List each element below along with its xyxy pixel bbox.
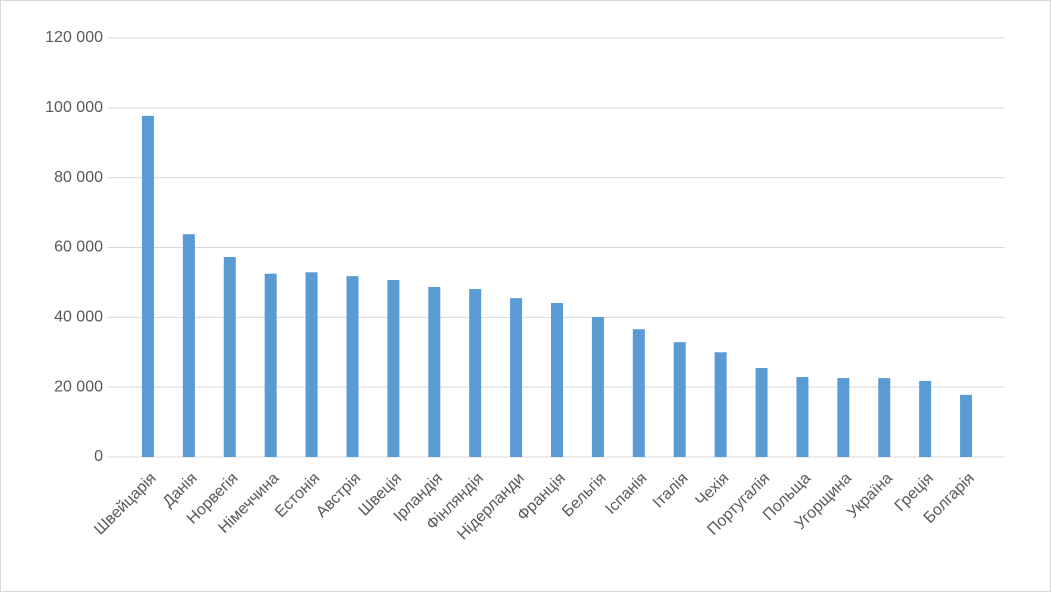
bar — [510, 298, 522, 457]
bar — [224, 257, 236, 457]
bar — [346, 276, 358, 457]
bar — [387, 280, 399, 457]
y-tick-label: 100 000 — [45, 99, 103, 116]
y-tick-label: 120 000 — [45, 29, 103, 46]
bar — [674, 342, 686, 457]
bar — [715, 352, 727, 457]
bar — [183, 234, 195, 457]
bar — [837, 378, 849, 457]
y-tick-label: 40 000 — [54, 309, 103, 326]
y-tick-label: 0 — [94, 448, 103, 465]
bar — [306, 272, 318, 457]
bar — [551, 303, 563, 457]
bar — [878, 378, 890, 457]
y-tick-label: 80 000 — [54, 169, 103, 186]
bar — [633, 329, 645, 457]
y-tick-label: 60 000 — [54, 239, 103, 256]
bar — [469, 289, 481, 457]
y-tick-label: 20 000 — [54, 378, 103, 395]
bar — [142, 116, 154, 457]
bar — [592, 317, 604, 457]
bar — [428, 287, 440, 457]
page: 020 00040 00060 00080 000100 000120 000Ш… — [0, 0, 1051, 592]
chart: 020 00040 00060 00080 000100 000120 000Ш… — [0, 0, 1051, 592]
bar — [265, 274, 277, 457]
bar — [919, 381, 931, 457]
bar — [960, 395, 972, 457]
bar — [796, 377, 808, 457]
bar — [756, 368, 768, 457]
